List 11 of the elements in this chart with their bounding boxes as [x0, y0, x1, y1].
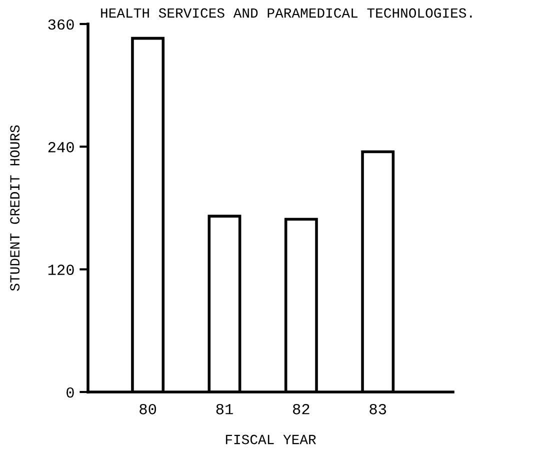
x-tick-label: 83 — [370, 404, 386, 414]
y-axis-title: STUDENT CREDIT HOURS — [10, 125, 20, 291]
y-tick-label: 120 — [48, 264, 74, 276]
x-tick-label: 80 — [140, 404, 156, 414]
x-tick-label: 82 — [292, 404, 310, 414]
x-tick-label: 81 — [216, 404, 233, 414]
y-tick-label: 0 — [66, 387, 74, 398]
x-axis-title: FISCAL YEAR — [226, 434, 316, 444]
y-tick-label: 360 — [48, 19, 74, 30]
y-tick-label: 240 — [48, 142, 74, 152]
chart-title: HEALTH SERVICES AND PARAMEDICAL TECHNOLOGIES. — [101, 8, 472, 18]
